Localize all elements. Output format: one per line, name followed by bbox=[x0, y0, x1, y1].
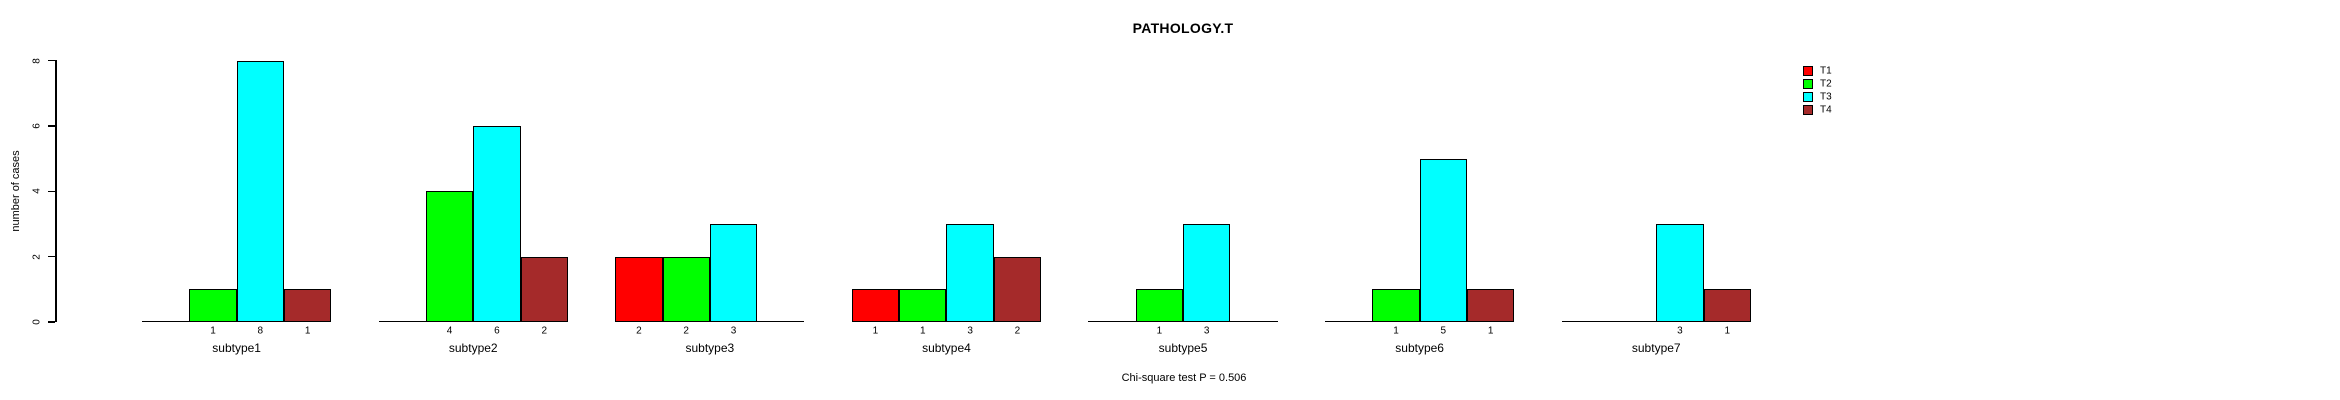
bar-subtype5-T2 bbox=[1135, 289, 1184, 323]
bar-value-subtype1-T3: 8 bbox=[257, 325, 264, 337]
legend-swatch-T1 bbox=[1803, 65, 1813, 76]
y-axis-tick bbox=[48, 190, 55, 193]
y-axis-label: number of cases bbox=[10, 150, 22, 232]
category-label-subtype3: subtype3 bbox=[685, 341, 735, 355]
chart-title: PATHOLOGY.T bbox=[1132, 20, 1234, 36]
bar-subtype3-T1 bbox=[615, 256, 663, 323]
group-baseline bbox=[1561, 320, 1751, 323]
y-axis-tick-label: 6 bbox=[31, 123, 43, 129]
y-axis-tick bbox=[48, 321, 55, 323]
bar-value-subtype6-T2: 1 bbox=[1393, 325, 1399, 337]
bar-value-subtype4-T1: 1 bbox=[872, 325, 879, 337]
bar-value-subtype5-T3: 3 bbox=[1203, 325, 1210, 337]
category-label-subtype6: subtype6 bbox=[1395, 341, 1444, 355]
bar-value-subtype7-T4: 1 bbox=[1724, 325, 1730, 337]
category-label-subtype7: subtype7 bbox=[1631, 341, 1681, 355]
bar-subtype6-T3 bbox=[1419, 158, 1467, 323]
legend-label-T4: T4 bbox=[1820, 104, 1832, 116]
bar-subtype1-T4 bbox=[283, 289, 332, 323]
bar-subtype5-T3 bbox=[1183, 224, 1231, 323]
bar-value-subtype6-T3: 5 bbox=[1440, 325, 1447, 337]
y-axis-tick bbox=[48, 59, 55, 62]
bar-subtype6-T2 bbox=[1372, 289, 1420, 323]
group-baseline bbox=[851, 320, 1042, 323]
y-axis-tick-label: 0 bbox=[31, 319, 43, 325]
bar-subtype1-T2 bbox=[189, 289, 237, 323]
category-label-subtype2: subtype2 bbox=[448, 341, 498, 355]
bar-subtype2-T2 bbox=[425, 191, 474, 323]
group-baseline bbox=[378, 320, 568, 323]
category-label-subtype1: subtype1 bbox=[212, 341, 261, 355]
bar-subtype4-T2 bbox=[899, 289, 947, 323]
bar-subtype4-T1 bbox=[851, 289, 900, 323]
legend-label-T1: T1 bbox=[1820, 65, 1832, 76]
bar-subtype1-T3 bbox=[236, 60, 284, 323]
bar-subtype3-T2 bbox=[662, 256, 710, 323]
bar-value-subtype2-T4: 2 bbox=[541, 325, 547, 337]
bar-value-subtype3-T3: 3 bbox=[730, 325, 737, 337]
bar-subtype7-T4 bbox=[1703, 289, 1751, 323]
bar-value-subtype3-T1: 2 bbox=[636, 325, 642, 337]
bar-subtype4-T4 bbox=[993, 256, 1042, 323]
bar-value-subtype3-T2: 2 bbox=[683, 325, 689, 337]
bar-value-subtype6-T4: 1 bbox=[1487, 325, 1494, 337]
chi-square-annotation: Chi-square test P = 0.506 bbox=[1121, 372, 1247, 384]
y-axis-tick bbox=[48, 125, 55, 127]
bar-value-subtype1-T2: 1 bbox=[210, 325, 216, 337]
legend-swatch-T4 bbox=[1803, 105, 1813, 116]
y-axis-tick-label: 4 bbox=[31, 188, 43, 195]
y-axis-tick-label: 8 bbox=[31, 57, 43, 64]
bar-subtype3-T3 bbox=[709, 224, 758, 323]
bar-value-subtype4-T2: 1 bbox=[919, 325, 926, 337]
bar-subtype2-T4 bbox=[520, 256, 568, 323]
bar-value-subtype4-T4: 2 bbox=[1014, 325, 1021, 337]
bar-value-subtype5-T2: 1 bbox=[1156, 325, 1163, 337]
bar-subtype2-T3 bbox=[473, 126, 521, 323]
category-label-subtype4: subtype4 bbox=[922, 341, 971, 355]
y-axis-line bbox=[55, 59, 57, 323]
bar-value-subtype2-T3: 6 bbox=[494, 325, 500, 337]
bar-value-subtype1-T4: 1 bbox=[304, 325, 311, 337]
bar-subtype7-T3 bbox=[1656, 224, 1704, 323]
legend-label-T3: T3 bbox=[1820, 91, 1832, 103]
legend-label-T2: T2 bbox=[1820, 78, 1832, 90]
bar-value-subtype2-T2: 4 bbox=[446, 325, 453, 337]
bar-value-subtype7-T3: 3 bbox=[1677, 325, 1683, 337]
y-axis-tick bbox=[48, 255, 55, 258]
legend-swatch-T2 bbox=[1803, 78, 1813, 89]
category-label-subtype5: subtype5 bbox=[1158, 341, 1208, 355]
y-axis-tick-label: 2 bbox=[31, 253, 43, 260]
bar-subtype4-T3 bbox=[946, 224, 994, 323]
bar-value-subtype4-T3: 3 bbox=[967, 325, 973, 337]
legend-swatch-T3 bbox=[1803, 92, 1813, 103]
bar-subtype6-T4 bbox=[1466, 289, 1515, 323]
